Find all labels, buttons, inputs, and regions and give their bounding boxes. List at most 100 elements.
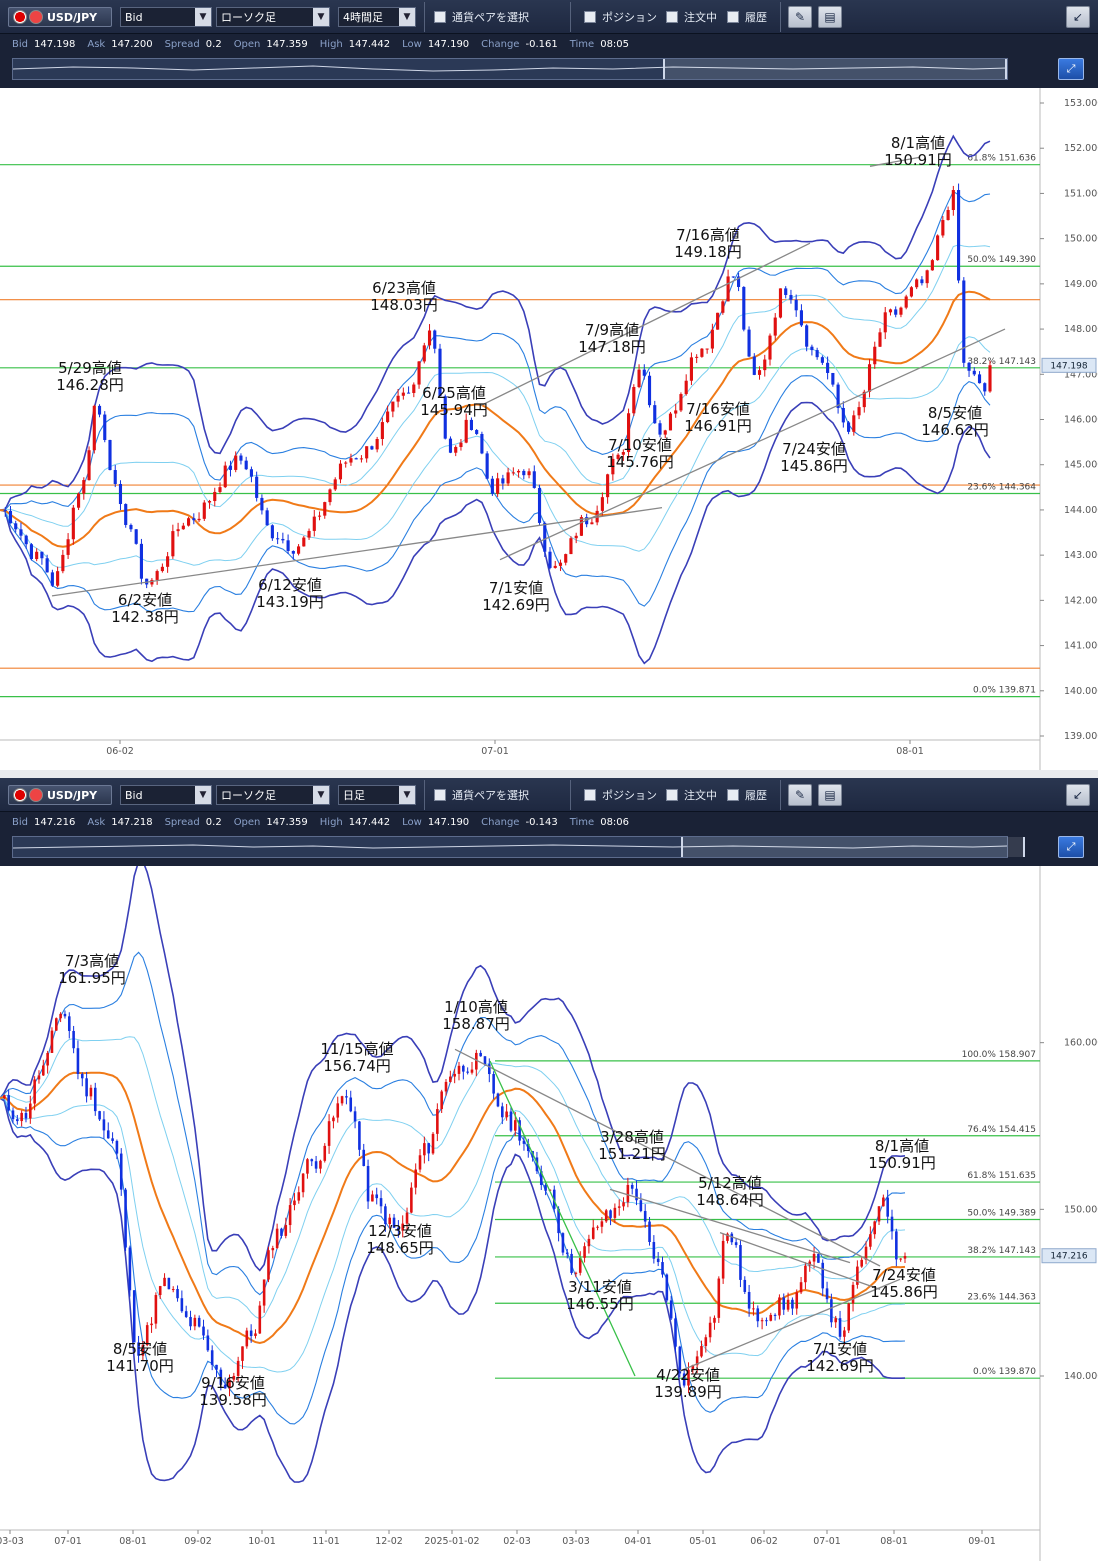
price-type-select[interactable]: Bid ▼ (120, 7, 212, 27)
y-tick-label: 152.000 (1064, 143, 1098, 154)
chart-toolbar: USD/JPY Bid ▼ ローソク足 ▼ 日足 ▼ 通貨ペアを選択 ポジション 注文… (0, 778, 1098, 812)
currency-pair-button[interactable]: USD/JPY (8, 7, 112, 27)
candle-body (202, 502, 206, 519)
price-type-select[interactable]: Bid ▼ (120, 785, 212, 805)
candle-body (820, 357, 824, 363)
candle-body (475, 1052, 478, 1070)
expand-icon[interactable]: ⤢ (1058, 836, 1084, 858)
position-toggle[interactable]: ポジション (584, 785, 657, 805)
moving-average-line (0, 290, 991, 548)
annotation-date: 7/10安値 (608, 436, 672, 454)
candle-body (517, 470, 521, 473)
annotation-date: 7/24安値 (782, 440, 846, 458)
candle-body (184, 1311, 188, 1317)
bollinger-band (0, 1097, 906, 1425)
position-checkbox[interactable] (584, 11, 596, 23)
orders-checkbox[interactable] (666, 11, 678, 23)
annotation-price: 148.65円 (366, 1239, 434, 1257)
candle-body (479, 1052, 482, 1057)
y-tick-label: 151.000 (1064, 188, 1098, 199)
candle-body (218, 487, 222, 492)
chevron-down-icon: ▼ (195, 786, 211, 804)
candle-body (825, 1288, 829, 1300)
candle-body (193, 1317, 197, 1327)
candle-body (365, 446, 369, 459)
candle-body (756, 1308, 760, 1322)
history-checkbox[interactable] (727, 789, 739, 801)
chevron-down-icon: ▼ (195, 8, 211, 26)
candle-body (66, 539, 70, 555)
candle-body (496, 478, 500, 494)
candle-body (621, 452, 625, 455)
navigator-window[interactable] (681, 837, 1025, 857)
candle-body (3, 1095, 6, 1099)
navigator-track[interactable] (12, 58, 1008, 80)
candle-body (412, 384, 416, 393)
chart-panel-4h: USD/JPY Bid ▼ ローソク足 ▼ 4時間足 ▼ 通貨ペアを選択 ポジション … (0, 0, 1098, 770)
candle-body (239, 455, 243, 461)
candle-body (249, 1330, 253, 1336)
navigator-track[interactable] (12, 836, 1025, 858)
annotation-date: 6/2安値 (118, 591, 172, 609)
trend-line (499, 328, 1006, 561)
candle-body (488, 1064, 491, 1075)
candle-body (695, 356, 699, 358)
position-checkbox[interactable] (584, 789, 596, 801)
candle-body (915, 279, 919, 288)
candle-body (462, 1065, 465, 1072)
ask-value: 147.218 (111, 816, 153, 828)
candle-body (24, 1112, 28, 1119)
timeframe-select[interactable]: 4時間足 ▼ (338, 7, 416, 27)
candle-body (260, 497, 264, 511)
annotation-price: 150.91円 (868, 1154, 936, 1172)
candle-body (401, 392, 405, 396)
navigator-window[interactable] (663, 59, 1007, 79)
minimize-icon[interactable]: ↙ (1066, 784, 1090, 806)
candle-body (717, 1278, 721, 1318)
high-value: 147.442 (348, 38, 391, 50)
draw-tool-icon[interactable]: ✎ (788, 784, 812, 806)
candle-body (682, 1373, 686, 1386)
candle-body (513, 1120, 517, 1131)
select-pair-checkbox[interactable] (434, 11, 446, 23)
candle-body (291, 550, 295, 554)
expand-icon[interactable]: ⤢ (1058, 58, 1084, 80)
orders-toggle[interactable]: 注文中 (666, 7, 717, 27)
select-pair-toggle[interactable]: 通貨ペアを選択 (434, 785, 564, 805)
candle-body (139, 543, 143, 579)
chart-canvas[interactable]: 153.000 152.000 151.000 150.000 149.000 148.0… (0, 88, 1098, 770)
currency-pair-button[interactable]: USD/JPY (8, 785, 112, 805)
chart-canvas[interactable]: 160.000 150.000 140.000 03-03 07-01 08-01 09-0… (0, 866, 1098, 1561)
history-toggle[interactable]: 履歴 (727, 785, 767, 805)
candle-body (323, 502, 327, 516)
chart-type-select[interactable]: ローソク足 ▼ (216, 7, 330, 27)
candle-body (778, 288, 783, 318)
candle-body (11, 1110, 15, 1120)
candle-body (45, 558, 49, 573)
position-toggle[interactable]: ポジション (584, 7, 657, 27)
candle-body (600, 497, 604, 511)
select-pair-toggle[interactable]: 通貨ペアを選択 (434, 7, 564, 27)
candle-body (826, 362, 830, 373)
draw-tool-icon[interactable]: ✎ (788, 6, 812, 28)
minimize-icon[interactable]: ↙ (1066, 6, 1090, 28)
candle-body (454, 447, 458, 453)
candle-body (466, 1071, 469, 1073)
window-icon[interactable]: ▤ (818, 784, 842, 806)
chart-type-select[interactable]: ローソク足 ▼ (216, 785, 330, 805)
orders-checkbox[interactable] (666, 789, 678, 801)
candle-body (16, 1119, 19, 1122)
candle-body (713, 1317, 716, 1323)
navigator-sparkline (13, 65, 1007, 72)
orders-toggle[interactable]: 注文中 (666, 785, 717, 805)
timeframe-select[interactable]: 日足 ▼ (338, 785, 416, 805)
candle-body (967, 362, 971, 371)
window-icon[interactable]: ▤ (818, 6, 842, 28)
history-checkbox[interactable] (727, 11, 739, 23)
candle-body (380, 422, 384, 439)
history-toggle[interactable]: 履歴 (727, 7, 767, 27)
candle-body (799, 1282, 803, 1293)
select-pair-checkbox[interactable] (434, 789, 446, 801)
candle-body (626, 1184, 630, 1203)
candle-body (786, 1299, 790, 1310)
